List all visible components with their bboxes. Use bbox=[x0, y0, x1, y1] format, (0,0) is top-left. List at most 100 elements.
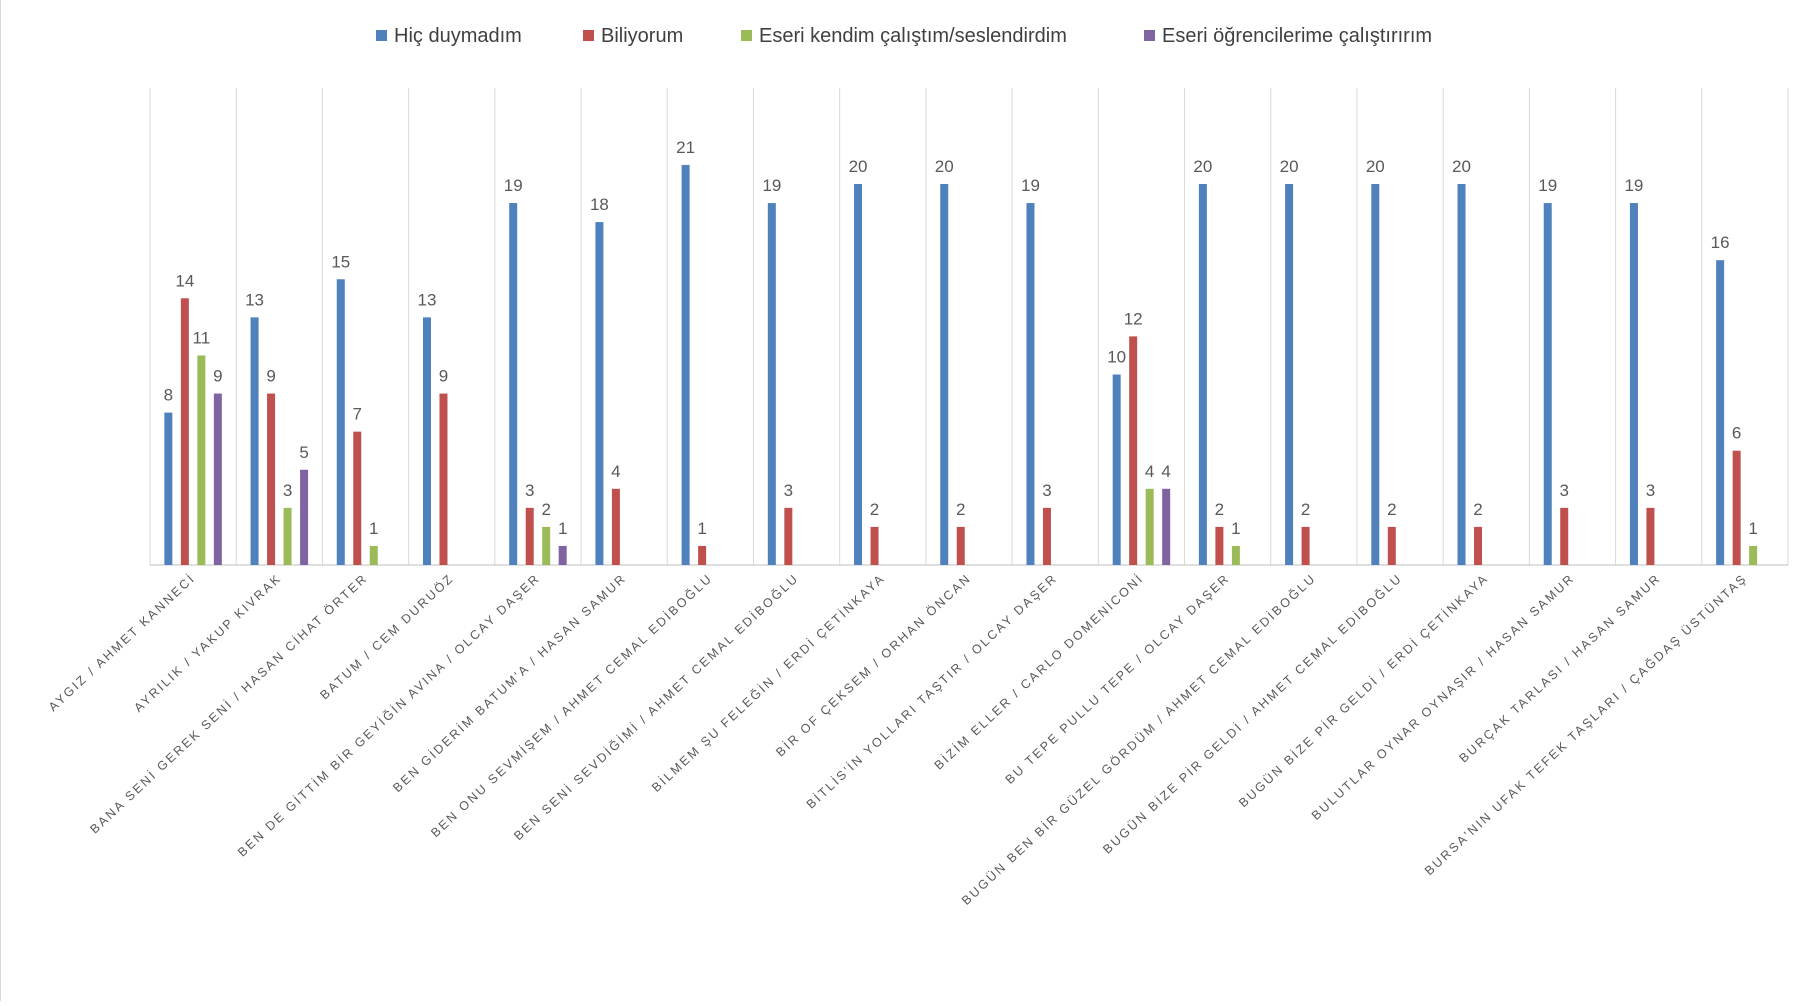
data-label: 13 bbox=[245, 290, 264, 309]
bar bbox=[197, 355, 206, 565]
bar bbox=[681, 164, 690, 565]
data-label: 6 bbox=[1732, 424, 1741, 443]
bar bbox=[558, 545, 567, 565]
data-label: 19 bbox=[1021, 176, 1040, 195]
data-label: 19 bbox=[1538, 176, 1557, 195]
category-tick-label: BUGÜN BİZE PİR GELDİ / AHMET CEMAL EDİBO… bbox=[1100, 570, 1405, 856]
bar bbox=[1198, 184, 1207, 565]
category-tick-label: BURSA'NIN UFAK TEFEK TAŞLARI / ÇAĞDAŞ ÜS… bbox=[1421, 570, 1750, 878]
bar bbox=[542, 526, 551, 565]
data-label: 14 bbox=[175, 271, 194, 290]
data-label: 16 bbox=[1711, 233, 1730, 252]
legend-label: Hiç duymadım bbox=[394, 25, 522, 47]
data-label: 1 bbox=[1231, 519, 1240, 538]
data-label: 20 bbox=[849, 157, 868, 176]
bar bbox=[767, 203, 776, 566]
bar bbox=[1112, 374, 1121, 565]
bar bbox=[1629, 203, 1638, 566]
bar bbox=[336, 279, 345, 565]
category-tick-label: BATUM / CEM DURUÖZ bbox=[317, 571, 456, 702]
legend-label: Eseri kendim çalıştım/seslendirdim bbox=[759, 25, 1067, 47]
bar bbox=[1371, 184, 1380, 565]
bar bbox=[1129, 336, 1138, 565]
data-label: 10 bbox=[1107, 348, 1126, 367]
bar bbox=[1457, 184, 1466, 565]
data-label: 18 bbox=[590, 195, 609, 214]
bar bbox=[784, 507, 793, 565]
data-label: 3 bbox=[784, 481, 793, 500]
bar bbox=[870, 526, 879, 565]
data-label: 2 bbox=[1215, 500, 1224, 519]
bar bbox=[1560, 507, 1569, 565]
data-label: 2 bbox=[1301, 500, 1310, 519]
data-label: 9 bbox=[266, 367, 275, 386]
bar bbox=[180, 298, 189, 565]
bar bbox=[1387, 526, 1396, 565]
data-label: 2 bbox=[1473, 500, 1482, 519]
bar bbox=[300, 469, 309, 565]
data-label: 3 bbox=[1559, 481, 1568, 500]
category-tick-label: BANA SENİ GEREK SENİ / HASAN CİHAT ÖRTER bbox=[87, 571, 370, 836]
legend-label: Eseri öğrencilerime çalıştırırım bbox=[1162, 25, 1432, 47]
data-label: 3 bbox=[283, 481, 292, 500]
data-label: 4 bbox=[611, 462, 620, 481]
bar bbox=[1301, 526, 1310, 565]
data-label: 1 bbox=[1748, 519, 1757, 538]
legend-label: Biliyorum bbox=[601, 25, 683, 47]
data-label: 9 bbox=[439, 367, 448, 386]
legend: Hiç duymadım Biliyorum Eseri kendim çalışt… bbox=[376, 25, 1432, 47]
bar bbox=[956, 526, 965, 565]
category-tick-label: BİR OF ÇEKSEM / ORHAN ÖNCAN bbox=[773, 571, 974, 760]
bar bbox=[422, 317, 431, 565]
legend-swatch bbox=[376, 30, 387, 41]
bar bbox=[1215, 526, 1224, 565]
data-label: 20 bbox=[1452, 157, 1471, 176]
category-tick-label: BEN DE GİTTİM BİR GEYİĞİN AVINA / OLCAY … bbox=[234, 570, 543, 859]
category-tick-label: BURÇAK TARLASI / HASAN SAMUR bbox=[1457, 571, 1664, 766]
data-label: 12 bbox=[1124, 309, 1143, 328]
category-tick-label: BEN ONU SEVMİŞEM / AHMET CEMAL EDİBOĞLU bbox=[428, 570, 716, 840]
data-label: 19 bbox=[504, 176, 523, 195]
bar bbox=[1646, 507, 1655, 565]
bar bbox=[1543, 203, 1552, 566]
data-label: 13 bbox=[418, 290, 437, 309]
data-label: 21 bbox=[676, 138, 695, 157]
bar bbox=[283, 507, 292, 565]
data-label: 3 bbox=[1042, 481, 1051, 500]
bar bbox=[1145, 488, 1154, 565]
data-label: 2 bbox=[541, 500, 550, 519]
bar bbox=[1042, 507, 1051, 565]
bar bbox=[525, 507, 534, 565]
data-label: 3 bbox=[1646, 481, 1655, 500]
data-label: 20 bbox=[1280, 157, 1299, 176]
bar bbox=[1732, 450, 1741, 565]
data-label: 5 bbox=[299, 443, 308, 462]
data-label: 9 bbox=[213, 367, 222, 386]
data-label: 2 bbox=[1387, 500, 1396, 519]
data-label: 19 bbox=[1624, 176, 1643, 195]
data-label: 2 bbox=[870, 500, 879, 519]
bar bbox=[611, 488, 620, 565]
data-label: 20 bbox=[1193, 157, 1212, 176]
bar bbox=[213, 393, 222, 565]
data-label: 11 bbox=[193, 328, 211, 347]
bar bbox=[1285, 184, 1294, 565]
chart-frame bbox=[0, 0, 11, 1001]
data-label: 1 bbox=[697, 519, 706, 538]
data-label: 4 bbox=[1161, 462, 1170, 481]
bar bbox=[369, 545, 378, 565]
data-label: 1 bbox=[369, 519, 378, 538]
bar bbox=[854, 184, 863, 565]
bar bbox=[1749, 545, 1758, 565]
data-label: 20 bbox=[935, 157, 954, 176]
bar bbox=[698, 545, 707, 565]
bar bbox=[353, 431, 362, 565]
bar bbox=[595, 222, 604, 565]
bar bbox=[164, 412, 173, 565]
data-label: 3 bbox=[525, 481, 534, 500]
category-tick-label: AYRILIK / YAKUP KIVRAK bbox=[131, 571, 284, 715]
data-label: 19 bbox=[762, 176, 781, 195]
category-tick-label: BEN SENİ SEVDİĞİMİ / AHMET CEMAL EDİBOĞL… bbox=[511, 570, 802, 843]
